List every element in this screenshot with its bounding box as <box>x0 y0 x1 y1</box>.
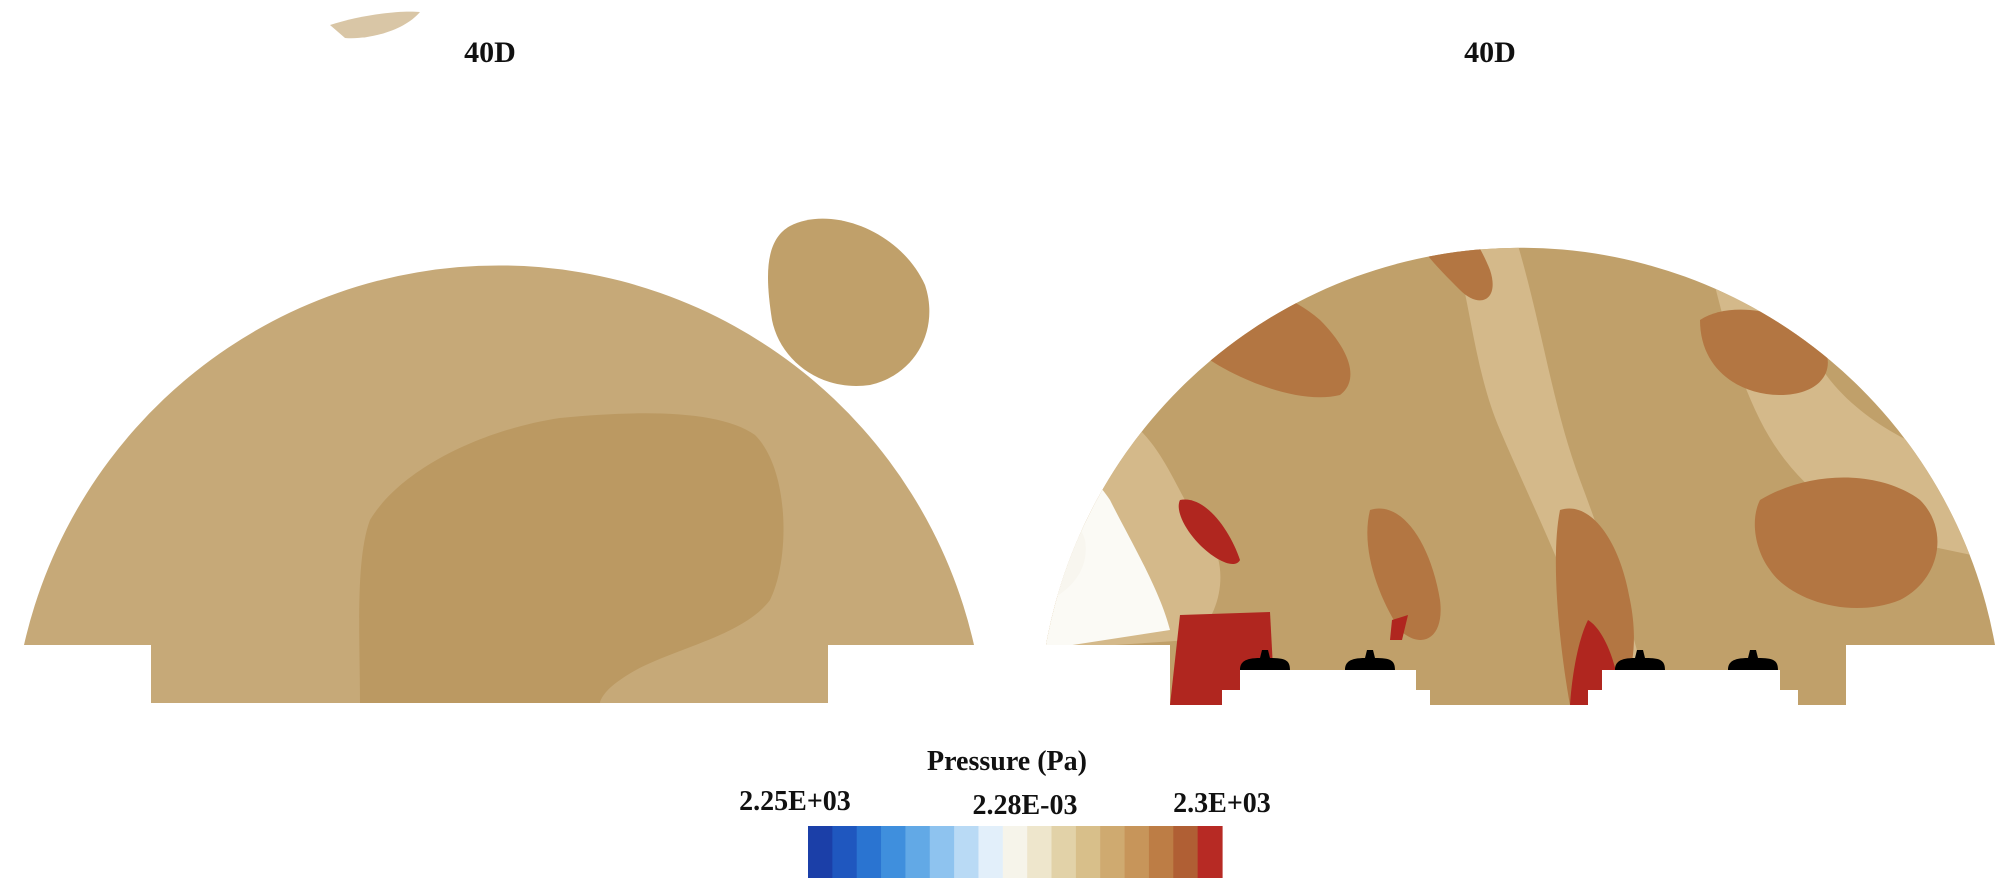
right-contour-pale-band-1 <box>1270 247 1650 705</box>
rail-profiles <box>1240 650 1778 670</box>
colorbar-swatch <box>832 826 858 878</box>
left-panel-label: 40D <box>464 36 516 69</box>
right-contour-red-spot-5 <box>1953 390 1995 474</box>
right-panel-label: 40D <box>1464 36 1516 69</box>
right-contour-blue-spot-1 <box>1578 16 1598 28</box>
colorbar-swatch <box>1002 826 1028 878</box>
rail-profile-4 <box>1728 650 1778 670</box>
colorbar-swatch <box>1075 826 1101 878</box>
colorbar-swatch <box>1100 826 1126 878</box>
right-contour-brown-bottom <box>1555 508 1634 705</box>
rail-profile-3 <box>1615 650 1665 670</box>
colorbar-swatch <box>1148 826 1174 878</box>
left-contour-zone-right <box>767 218 930 386</box>
colorbar-swatch <box>978 826 1004 878</box>
colorbar-swatch <box>1027 826 1053 878</box>
rail-profile-2 <box>1345 650 1395 670</box>
right-contour-red-spot-9 <box>1560 38 1585 60</box>
colorbar-swatch <box>808 826 833 878</box>
legend-max-label: 2.3E+03 <box>1173 788 1271 819</box>
right-contour-red-spot-8 <box>1578 18 1615 60</box>
colorbar-swatch <box>1197 826 1223 878</box>
colorbar-swatch <box>881 826 907 878</box>
legend-mid-label: 2.28E-03 <box>973 790 1078 821</box>
left-contour-zone-top <box>330 11 420 39</box>
colorbar-swatch <box>954 826 980 878</box>
right-contour-panel: 40D <box>1046 9 1995 705</box>
right-contour-red-spot-7 <box>1046 335 1058 375</box>
colorbar-swatch <box>1173 826 1199 878</box>
colorbar-swatch <box>1124 826 1150 878</box>
right-contour-pale-top <box>1250 10 1430 110</box>
right-contour-brown-lower <box>1754 477 1938 609</box>
legend-colorbar <box>808 826 1223 878</box>
right-contour-brown-center <box>1400 247 1493 301</box>
pressure-legend: Pressure (Pa) 2.25E+03 2.28E-03 2.3E+03 <box>739 746 1271 878</box>
right-contour-red-spot-2 <box>1390 615 1408 640</box>
colorbar-swatch <box>905 826 931 878</box>
colorbar-swatch <box>929 826 955 878</box>
left-contour-zone-bottom <box>359 413 784 703</box>
right-contour-red-spot-1 <box>1178 499 1240 565</box>
right-contour-brown-mid <box>1367 508 1441 640</box>
legend-min-label: 2.25E+03 <box>739 786 851 817</box>
left-contour-panel: 40D <box>24 11 974 703</box>
right-contour-blue-spot-2 <box>1604 9 1628 19</box>
colorbar-swatch <box>856 826 882 878</box>
legend-title: Pressure (Pa) <box>927 746 1087 777</box>
rail-profile-1 <box>1240 650 1290 670</box>
colorbar-swatch <box>1051 826 1077 878</box>
